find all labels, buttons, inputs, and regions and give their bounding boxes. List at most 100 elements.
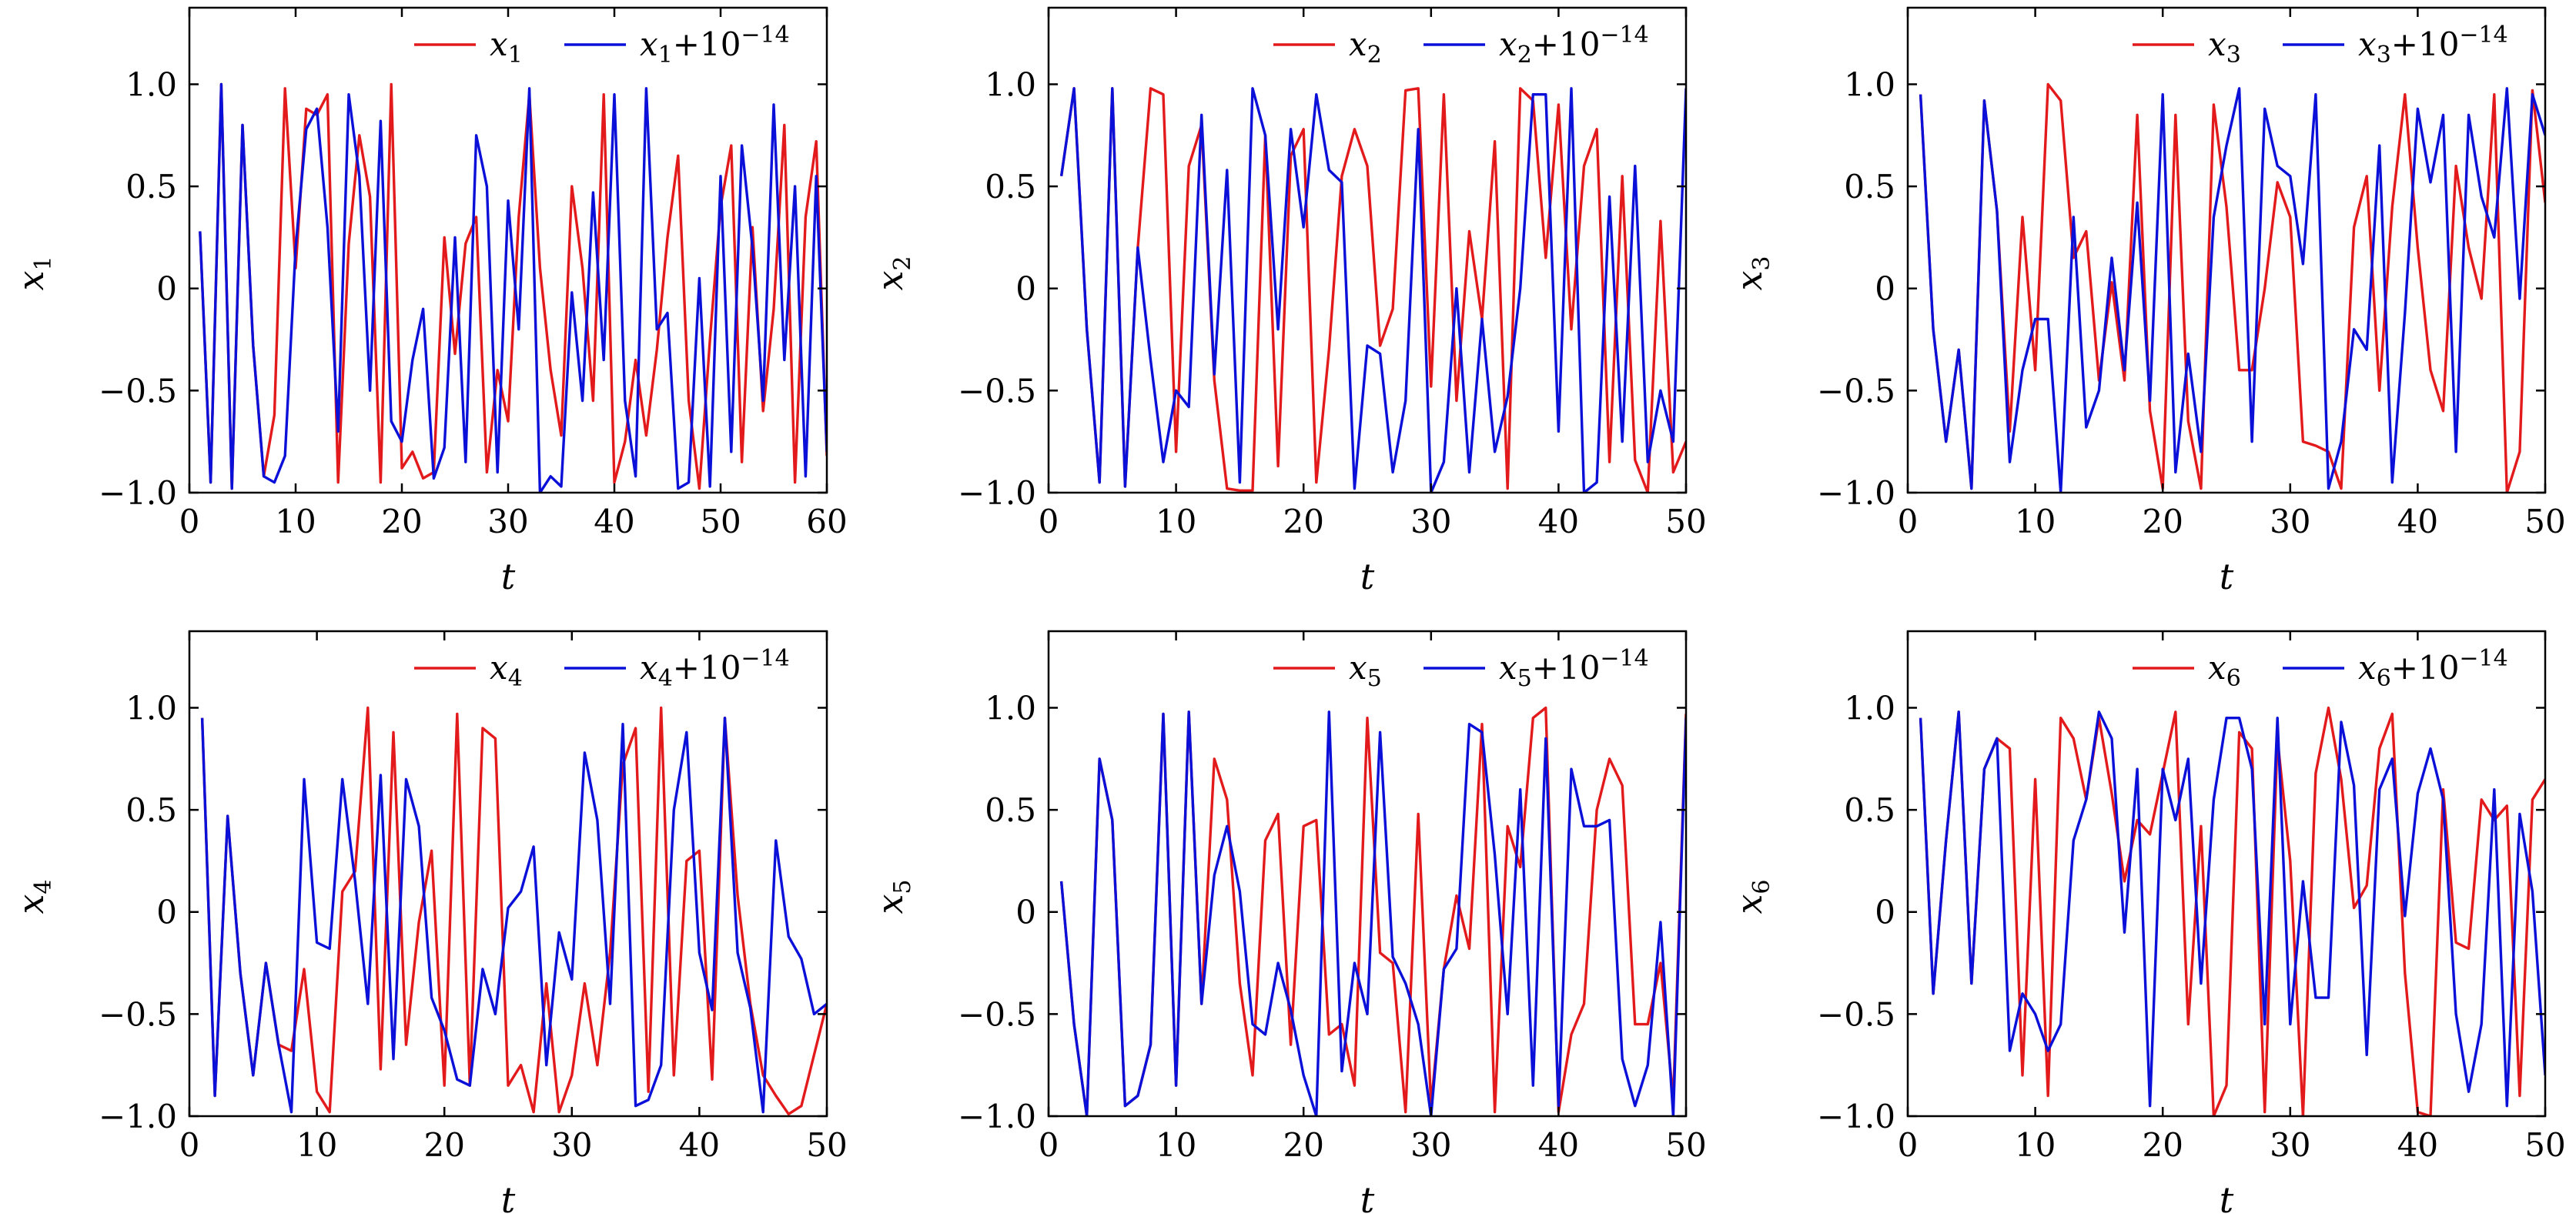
y-tick-label: 0.5 bbox=[1844, 168, 1895, 206]
plot-frame bbox=[1047, 6, 1688, 494]
x-tick-label: 30 bbox=[2270, 1126, 2310, 1164]
legend-label-original: x5 bbox=[1349, 649, 1382, 692]
x-tick-label: 20 bbox=[2142, 503, 2183, 540]
y-tick-label: 1.0 bbox=[1844, 689, 1895, 727]
y-tick-label: −1.0 bbox=[99, 474, 177, 512]
x-tick-label: 0 bbox=[1898, 1126, 1919, 1164]
y-tick-label: 0 bbox=[1015, 894, 1036, 931]
series-line-original bbox=[200, 706, 827, 1116]
x-tick-label: 20 bbox=[1283, 1126, 1323, 1164]
y-tick-label: 0.5 bbox=[1844, 791, 1895, 829]
legend: x3 x3+10−14 bbox=[2133, 22, 2508, 69]
x-tick-label: 30 bbox=[487, 503, 528, 540]
legend-label-perturbed: x1+10−14 bbox=[640, 22, 790, 69]
series-line-original bbox=[1919, 706, 2545, 1116]
y-axis-label: x2 bbox=[869, 256, 916, 290]
y-tick-label: −0.5 bbox=[1817, 995, 1895, 1033]
x-tick-label: 40 bbox=[1538, 503, 1579, 540]
x-tick-label: 50 bbox=[1665, 1126, 1706, 1164]
legend-label-original: x3 bbox=[2208, 25, 2241, 69]
chart-panel-5: 0 10 20 30 40 50 −1.0 −0.5 0 0.5 1.0 t x5 x5 x5+10−14 bbox=[869, 630, 1707, 1221]
legend-label-perturbed: x6+10−14 bbox=[2358, 645, 2508, 692]
x-tick-label: 30 bbox=[551, 1126, 592, 1164]
x-tick-label: 60 bbox=[806, 503, 847, 540]
y-tick-label: 0 bbox=[1015, 270, 1036, 308]
legend: x1 x1+10−14 bbox=[414, 22, 790, 69]
y-tick-label: 1.0 bbox=[985, 689, 1036, 727]
series-line-perturbed bbox=[200, 717, 827, 1114]
series-line-perturbed bbox=[1059, 710, 1686, 1116]
plot-frame bbox=[1047, 630, 1688, 1118]
y-tick-label: −1.0 bbox=[958, 474, 1036, 512]
y-tick-label: −1.0 bbox=[1817, 474, 1895, 512]
chart-panel-3: 0 10 20 30 40 50 −1.0 −0.5 0 0.5 1.0 t x3 x3 x3+10−14 bbox=[1728, 6, 2566, 597]
x-tick-label: 30 bbox=[1410, 1126, 1451, 1164]
x-tick-label: 10 bbox=[296, 1126, 337, 1164]
x-tick-label: 40 bbox=[594, 503, 634, 540]
y-tick-label: 0.5 bbox=[125, 168, 177, 206]
chart-panel-6: 0 10 20 30 40 50 −1.0 −0.5 0 0.5 1.0 t x6 x6 x6+10−14 bbox=[1728, 630, 2566, 1221]
x-tick-label: 10 bbox=[1156, 1126, 1196, 1164]
y-axis-label: x4 bbox=[10, 879, 57, 914]
y-axis-label: x6 bbox=[1728, 879, 1775, 914]
plot-frame bbox=[188, 630, 828, 1118]
series-line-perturbed bbox=[199, 82, 827, 493]
y-tick-label: −0.5 bbox=[99, 995, 177, 1033]
x-tick-label: 0 bbox=[1039, 1126, 1059, 1164]
x-tick-label: 40 bbox=[1538, 1126, 1579, 1164]
x-tick-label: 50 bbox=[2524, 503, 2565, 540]
x-tick-label: 30 bbox=[1410, 503, 1451, 540]
y-tick-label: −0.5 bbox=[958, 372, 1036, 410]
y-tick-label: 0.5 bbox=[985, 791, 1036, 829]
x-tick-label: 0 bbox=[1898, 503, 1919, 540]
x-tick-label: 20 bbox=[2142, 1126, 2183, 1164]
y-tick-label: 0 bbox=[156, 894, 177, 931]
x-tick-label: 40 bbox=[679, 1126, 720, 1164]
x-axis-label: t bbox=[2220, 1179, 2234, 1221]
y-tick-label: 0 bbox=[1875, 270, 1895, 308]
x-tick-label: 50 bbox=[1665, 503, 1706, 540]
x-axis-label: t bbox=[2220, 556, 2234, 597]
y-tick-label: 0 bbox=[1875, 894, 1895, 931]
legend-label-original: x6 bbox=[2208, 649, 2241, 692]
chart-panel-1: 0 10 20 30 40 50 60 −1.0 −0.5 0 0.5 1.0 t x1 x1 x1+10−1… bbox=[10, 6, 848, 597]
y-tick-label: −1.0 bbox=[99, 1098, 177, 1135]
legend-label-perturbed: x2+10−14 bbox=[1499, 22, 1649, 69]
x-tick-label: 0 bbox=[1039, 503, 1059, 540]
y-tick-label: −1.0 bbox=[1817, 1098, 1895, 1135]
x-tick-label: 20 bbox=[423, 1126, 464, 1164]
legend: x6 x6+10−14 bbox=[2133, 645, 2508, 692]
y-tick-label: 0.5 bbox=[985, 168, 1036, 206]
x-axis-label: t bbox=[501, 556, 516, 597]
y-tick-label: −0.5 bbox=[958, 995, 1036, 1033]
plot-frame bbox=[1906, 6, 2547, 494]
y-tick-label: 1.0 bbox=[985, 65, 1036, 103]
x-tick-label: 50 bbox=[700, 503, 741, 540]
x-tick-label: 0 bbox=[179, 503, 200, 540]
x-axis-label: t bbox=[501, 1179, 516, 1221]
y-tick-label: 0.5 bbox=[125, 791, 177, 829]
x-tick-label: 10 bbox=[1156, 503, 1196, 540]
chart-panel-2: 0 10 20 30 40 50 −1.0 −0.5 0 0.5 1.0 t x2 x2 x2+10−14 bbox=[869, 6, 1707, 597]
x-tick-label: 50 bbox=[806, 1126, 847, 1164]
x-tick-label: 40 bbox=[2397, 503, 2438, 540]
legend-label-perturbed: x4+10−14 bbox=[640, 645, 790, 692]
y-axis-label: x3 bbox=[1728, 256, 1775, 290]
legend: x4 x4+10−14 bbox=[414, 645, 790, 692]
series-line-perturbed bbox=[1919, 710, 2545, 1108]
legend-label-original: x4 bbox=[490, 649, 523, 692]
x-tick-label: 0 bbox=[179, 1126, 200, 1164]
y-tick-label: −1.0 bbox=[958, 1098, 1036, 1135]
legend-label-perturbed: x3+10−14 bbox=[2358, 22, 2508, 69]
y-tick-label: 1.0 bbox=[125, 65, 177, 103]
x-axis-label: t bbox=[1360, 1179, 1375, 1221]
legend: x2 x2+10−14 bbox=[1273, 22, 1649, 69]
series-line-perturbed bbox=[1059, 87, 1686, 493]
y-axis-label: x5 bbox=[869, 879, 916, 914]
y-tick-label: −0.5 bbox=[99, 372, 177, 410]
x-tick-label: 20 bbox=[381, 503, 422, 540]
series-line-original bbox=[1919, 82, 2545, 493]
y-tick-label: 0 bbox=[156, 270, 177, 308]
x-tick-label: 20 bbox=[1283, 503, 1323, 540]
